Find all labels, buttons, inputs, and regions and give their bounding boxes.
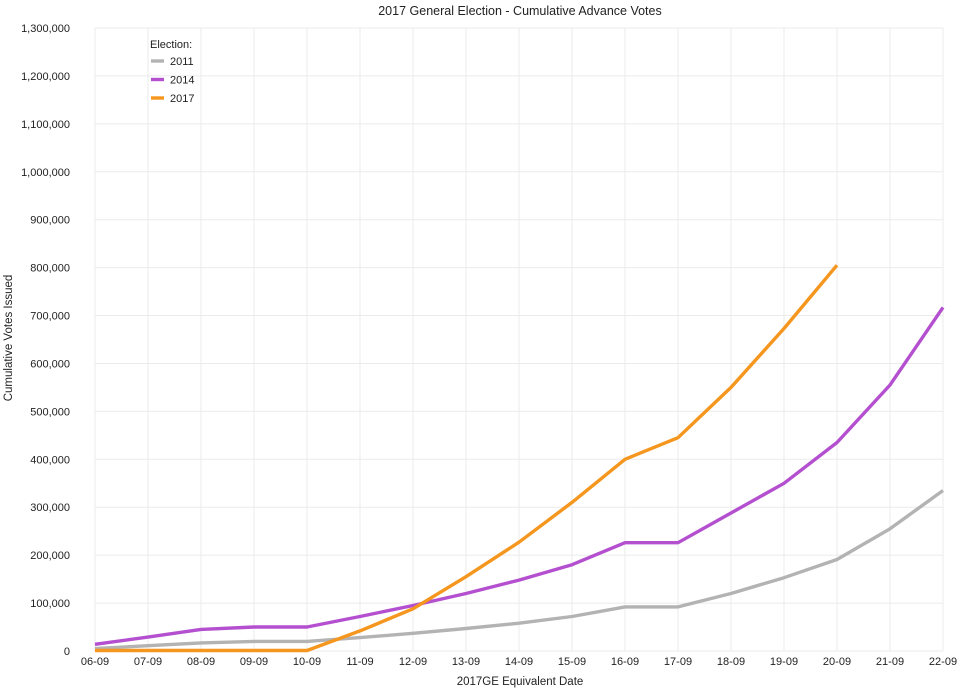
series-group (94, 264, 945, 653)
x-tick-label: 21-09 (876, 656, 904, 668)
series-line-2014 (94, 306, 945, 646)
y-tick-label: 500,000 (30, 406, 70, 418)
y-tick-label: 200,000 (30, 550, 70, 562)
axes: 06-09 07-09 08-09 09-09 10-09 11-09 12-09 13-09… (21, 23, 957, 668)
x-tick-label: 08-09 (187, 656, 215, 668)
y-tick-label: 0 (64, 646, 70, 658)
x-tick-label: 07-09 (134, 656, 162, 668)
series-line-2017 (95, 264, 839, 653)
x-tick-label: 18-09 (717, 656, 745, 668)
y-tick-label: 400,000 (30, 454, 70, 466)
grid (94, 27, 944, 652)
x-tick-label: 14-09 (505, 656, 533, 668)
legend-title: Election: (150, 39, 192, 51)
legend-label-2014: 2014 (170, 75, 194, 87)
x-tick-label: 20-09 (823, 656, 851, 668)
x-tick-label: 16-09 (611, 656, 639, 668)
x-tick-label: 06-09 (81, 656, 109, 668)
y-tick-label: 1,200,000 (21, 71, 70, 83)
x-tick-label: 19-09 (770, 656, 798, 668)
chart-title: 2017 General Election - Cumulative Advan… (378, 4, 662, 18)
y-tick-label: 600,000 (30, 358, 70, 370)
legend-label-2011: 2011 (170, 56, 194, 68)
y-axis-title: Cumulative Votes Issued (3, 275, 15, 402)
y-tick-label: 1,000,000 (21, 167, 70, 179)
x-tick-label: 12-09 (399, 656, 427, 668)
y-tick-label: 300,000 (30, 502, 70, 514)
x-tick-label: 10-09 (293, 656, 321, 668)
y-tick-label: 900,000 (30, 215, 70, 227)
legend-label-2017: 2017 (170, 93, 194, 105)
x-tick-label: 17-09 (664, 656, 692, 668)
y-tick-label: 100,000 (30, 598, 70, 610)
x-tick-label: 15-09 (558, 656, 586, 668)
y-tick-label: 700,000 (30, 311, 70, 323)
x-axis-title: 2017GE Equivalent Date (457, 676, 584, 688)
x-tick-label: 11-09 (346, 656, 373, 668)
x-tick-label: 13-09 (452, 656, 480, 668)
x-tick-label: 09-09 (240, 656, 268, 668)
legend: Election: 2011 2014 2017 (150, 39, 194, 105)
y-tick-label: 1,100,000 (21, 119, 70, 131)
series-line-2011 (94, 489, 944, 651)
x-tick-label: 22-09 (929, 656, 957, 668)
legend-items: 2011 2014 2017 (151, 56, 194, 105)
y-tick-label: 800,000 (30, 263, 70, 275)
y-tick-label: 1,300,000 (21, 23, 70, 35)
